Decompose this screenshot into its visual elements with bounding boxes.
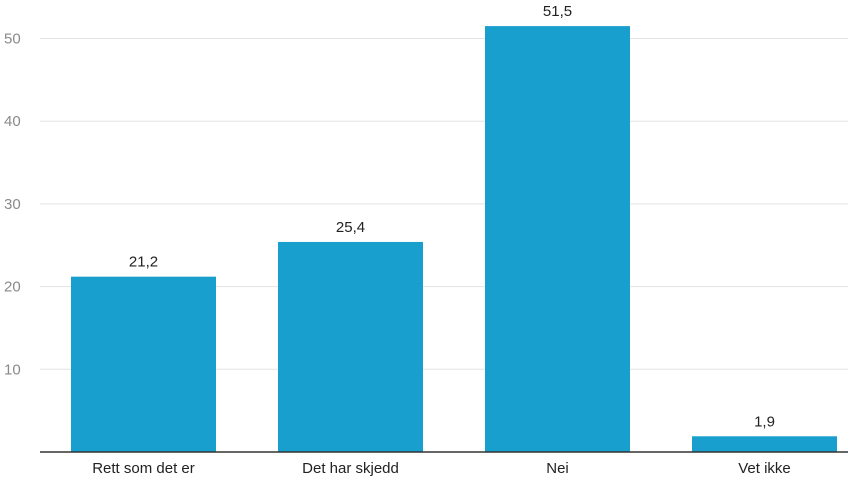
category-label: Rett som det er bbox=[92, 460, 195, 477]
y-tick-label: 50 bbox=[4, 31, 21, 48]
bar bbox=[692, 436, 837, 452]
y-axis-ticks: 10 20 30 40 50 bbox=[4, 31, 21, 379]
value-label: 21,2 bbox=[129, 254, 158, 271]
bar bbox=[278, 241, 423, 452]
bars bbox=[71, 26, 837, 452]
category-label: Det har skjedd bbox=[302, 460, 399, 477]
value-label: 51,5 bbox=[543, 3, 572, 20]
category-label: Nei bbox=[546, 460, 569, 477]
category-labels: Rett som det er Det har skjedd Nei Vet ikke bbox=[92, 460, 791, 477]
y-tick-label: 20 bbox=[4, 279, 21, 296]
value-label: 25,4 bbox=[336, 219, 365, 236]
category-label: Vet ikke bbox=[738, 460, 791, 477]
y-tick-label: 10 bbox=[4, 361, 21, 378]
bar bbox=[71, 276, 216, 452]
y-tick-label: 30 bbox=[4, 196, 21, 213]
y-tick-label: 40 bbox=[4, 113, 21, 130]
value-label: 1,9 bbox=[754, 413, 775, 430]
bar bbox=[485, 26, 630, 452]
value-labels: 21,2 25,4 51,5 1,9 bbox=[129, 3, 775, 430]
